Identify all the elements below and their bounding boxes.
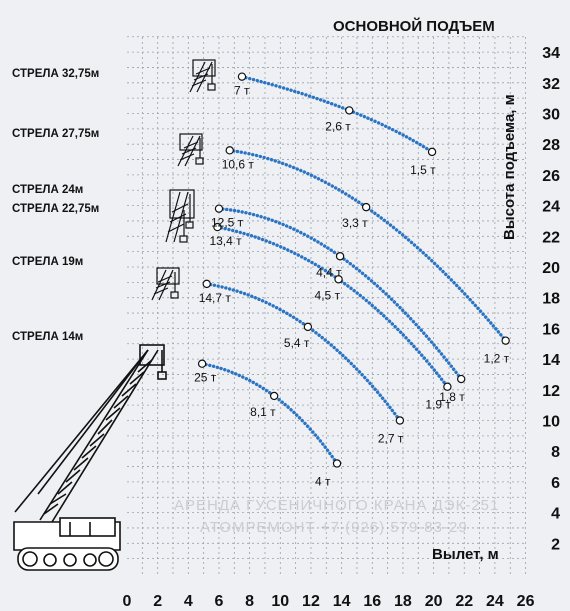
x-tick-label: 22: [455, 593, 473, 610]
y-tick-label: 2: [551, 536, 560, 553]
x-tick-label: 0: [123, 593, 132, 610]
data-point: [395, 416, 405, 425]
data-point: [225, 146, 234, 155]
y-tick-label: 20: [542, 260, 560, 277]
point-label: 4,4 т: [316, 265, 342, 279]
x-tick-label: 14: [333, 593, 351, 610]
y-tick-label: 28: [542, 137, 560, 154]
x-tick-label: 16: [363, 593, 381, 610]
data-point: [361, 202, 371, 212]
data-point: [427, 147, 437, 157]
chart-title: ОСНОВНОЙ ПОДЪЕМ: [333, 17, 495, 35]
data-point: [214, 204, 224, 213]
point-labels: 7 т 2,6 т 1,5 т 10,6 т 3,3 т 1,2 т 12,5 т 4,4 т…: [194, 84, 510, 489]
x-tick-label: 12: [302, 593, 320, 610]
point-label: 1,2 т: [484, 352, 510, 366]
data-point: [332, 459, 342, 468]
watermark-line-2: АТОМРЕМОНТ +7 (926) 579-83-29: [200, 519, 468, 536]
x-tick-label: 24: [486, 593, 504, 610]
x-tick-label: 6: [215, 593, 224, 610]
data-point: [213, 222, 222, 232]
y-tick-label: 4: [551, 506, 560, 523]
y-tick-label: 16: [542, 321, 560, 338]
point-label: 3,3 т: [342, 216, 368, 230]
x-tick-label: 4: [184, 593, 193, 610]
y-tick-label: 22: [542, 229, 560, 246]
point-label: 1,5 т: [410, 163, 436, 177]
crane-icon: [13, 344, 167, 571]
y-axis-title: Высота подъема, м: [501, 94, 518, 240]
y-tick-label: 6: [551, 475, 560, 492]
boom-label: СТРЕЛА 22,75м: [12, 203, 99, 215]
boom-icon-32: [189, 59, 216, 93]
boom-labels: СТРЕЛА 32,75м СТРЕЛА 27,75м СТРЕЛА 24м СТРЕ…: [12, 68, 99, 343]
boom-label: СТРЕЛА 19м: [12, 256, 83, 268]
series-lines: [197, 72, 510, 468]
x-tick-label: 2: [153, 593, 162, 610]
boom-icon-24: [165, 189, 195, 243]
y-tick-label: 10: [542, 414, 560, 431]
point-label: 5,4 т: [284, 336, 310, 350]
x-tick-label: 26: [517, 593, 535, 610]
y-tick-label: 26: [542, 168, 560, 185]
x-tick-label: 20: [425, 593, 443, 610]
data-point: [456, 374, 466, 384]
boom-icon-19: [151, 267, 180, 301]
y-tick-label: 24: [542, 199, 560, 216]
y-tick-label: 18: [542, 291, 560, 308]
x-tick-labels: 0 2 4 6 8 10 12 14 16 18 20 22 24 26: [123, 593, 535, 610]
point-label: 13,4 т: [209, 234, 242, 248]
y-tick-label: 32: [542, 76, 560, 93]
point-label: 2,7 т: [378, 432, 404, 446]
point-label: 1,8 т: [439, 390, 465, 404]
data-point: [202, 279, 211, 289]
point-label: 12,5 т: [211, 216, 244, 230]
boom-icon-27: [177, 133, 204, 167]
x-axis-title: Вылет, м: [432, 546, 499, 563]
y-tick-label: 8: [551, 444, 560, 461]
x-tick-label: 8: [245, 593, 254, 610]
y-tick-label: 34: [542, 45, 560, 62]
y-tick-label: 14: [542, 352, 560, 369]
point-label: 1,9 т: [425, 398, 451, 412]
point-label: 14,7 т: [199, 291, 232, 305]
watermark-line-1: АРЕНДА ГУСЕНИЧНОГО КРАНА ДЭК-251: [174, 497, 499, 514]
data-point: [443, 382, 452, 391]
point-label: 4 т: [315, 474, 331, 488]
x-tick-label: 10: [271, 593, 289, 610]
data-point: [334, 275, 343, 284]
data-point: [269, 391, 279, 401]
x-tick-label: 18: [394, 593, 412, 610]
data-point: [197, 359, 207, 368]
point-label: 2,6 т: [325, 119, 351, 133]
data-point: [501, 336, 510, 345]
data-point: [345, 106, 354, 115]
point-label: 25 т: [194, 371, 217, 385]
boom-label: СТРЕЛА 27,75м: [12, 128, 99, 140]
data-point: [237, 72, 247, 81]
boom-label: СТРЕЛА 32,75м: [12, 68, 99, 80]
boom-label: СТРЕЛА 14м: [12, 331, 83, 343]
point-label: 4,5 т: [315, 288, 341, 302]
data-point: [303, 322, 313, 332]
data-point: [335, 252, 345, 261]
y-tick-label: 30: [542, 107, 560, 124]
boom-label: СТРЕЛА 24м: [12, 184, 83, 196]
point-label: 10,6 т: [222, 157, 255, 171]
y-tick-label: 12: [542, 383, 560, 400]
point-label: 7 т: [234, 84, 250, 98]
point-label: 8,1 т: [250, 405, 276, 419]
